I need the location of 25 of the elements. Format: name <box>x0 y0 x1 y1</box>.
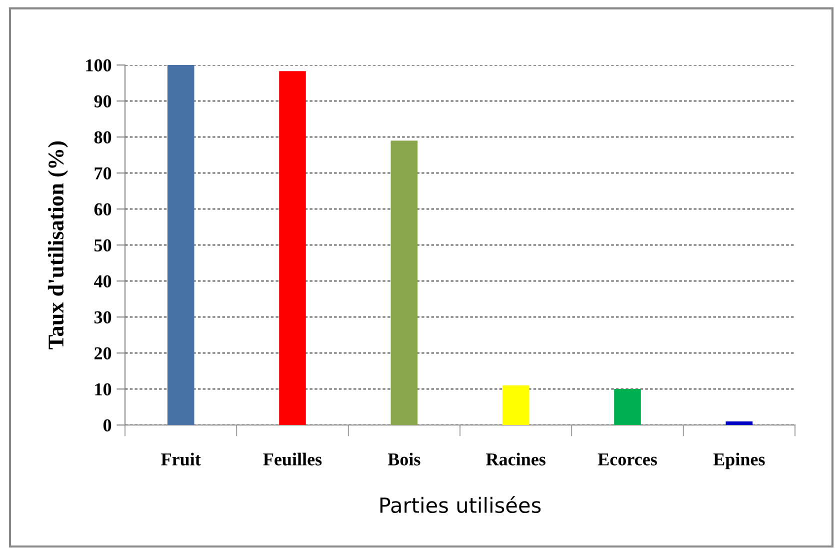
y-tick-label: 10 <box>95 383 112 396</box>
bar <box>390 140 418 425</box>
bar <box>279 71 306 425</box>
bar <box>614 389 641 425</box>
bar <box>167 65 194 425</box>
y-tick-label: 0 <box>103 419 112 432</box>
y-tick-label: 100 <box>86 59 112 72</box>
y-tick-label: 80 <box>94 131 112 144</box>
x-tick-label: Epines <box>713 452 765 470</box>
x-axis-title: Parties utilisées <box>380 496 541 514</box>
x-tick-label: Feuilles <box>263 452 322 466</box>
y-axis-title: Taux d'utilisation (%) <box>48 141 68 350</box>
y-tick-label: 20 <box>94 347 112 360</box>
y-tick-label: 90 <box>94 95 112 108</box>
y-tick-label: 70 <box>94 167 112 180</box>
y-tick-label: 40 <box>94 275 112 288</box>
x-tick-label: Bois <box>388 452 420 466</box>
y-tick-label: 60 <box>94 203 112 216</box>
x-tick-label: Ecorces <box>598 453 657 466</box>
y-tick-label: 30 <box>94 311 112 324</box>
y-tick-label: 50 <box>94 239 112 252</box>
x-tick-label: Racines <box>486 452 546 466</box>
bar <box>502 385 530 425</box>
bar <box>726 421 753 425</box>
x-tick-label: Fruit <box>161 452 201 466</box>
